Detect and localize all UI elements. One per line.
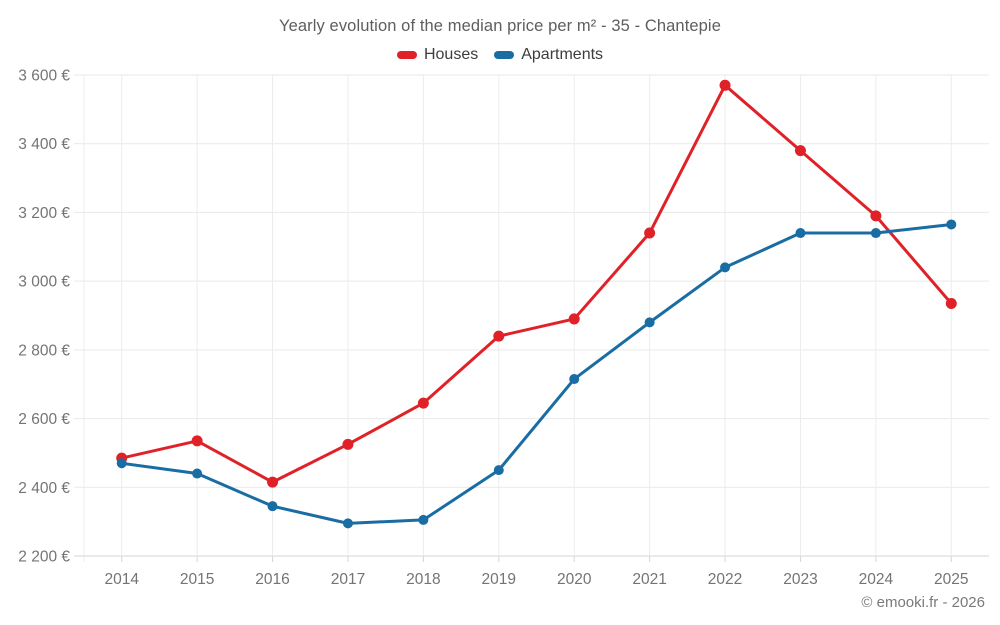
- y-axis-label-2200: 2 200 €: [18, 549, 70, 566]
- point-apartments-2017[interactable]: [342, 518, 353, 529]
- x-axis-label-2023: 2023: [783, 571, 817, 588]
- legend-item-apartments[interactable]: Apartments: [494, 46, 603, 64]
- x-axis-label-2021: 2021: [632, 571, 666, 588]
- point-apartments-2020[interactable]: [569, 374, 580, 385]
- x-axis-label-2016: 2016: [255, 571, 289, 588]
- point-apartments-2019[interactable]: [493, 465, 504, 476]
- x-axis-label-2024: 2024: [859, 571, 894, 588]
- y-axis-label-3600: 3 600 €: [18, 68, 70, 85]
- chart-title: Yearly evolution of the median price per…: [279, 17, 721, 35]
- x-axis-label-2022: 2022: [708, 571, 742, 588]
- point-houses-2023[interactable]: [794, 145, 806, 157]
- x-axis-label-2020: 2020: [557, 571, 592, 588]
- y-axis-label-2600: 2 600 €: [18, 411, 70, 428]
- point-houses-2022[interactable]: [719, 79, 731, 91]
- point-apartments-2018[interactable]: [418, 514, 429, 525]
- line-apartments: [120, 222, 953, 525]
- x-axis-label-2017: 2017: [331, 571, 365, 588]
- x-axis-label-2025: 2025: [934, 571, 968, 588]
- point-apartments-2022[interactable]: [720, 262, 731, 273]
- copyright-text: © emooki.fr - 2026: [861, 594, 985, 611]
- x-axis-label-2019: 2019: [482, 571, 516, 588]
- point-houses-2017[interactable]: [342, 438, 354, 450]
- apartments-series-swatch-icon: [494, 51, 515, 59]
- point-houses-2016[interactable]: [267, 476, 279, 488]
- x-axis-label-2018: 2018: [406, 571, 440, 588]
- point-apartments-2016[interactable]: [267, 501, 278, 512]
- point-houses-2018[interactable]: [417, 397, 429, 409]
- point-apartments-2024[interactable]: [870, 228, 881, 239]
- point-apartments-2015[interactable]: [192, 468, 203, 479]
- point-houses-2020[interactable]: [568, 313, 580, 325]
- legend-label-apartments: Apartments: [521, 46, 604, 63]
- point-houses-2021[interactable]: [644, 227, 656, 239]
- point-houses-2024[interactable]: [870, 210, 882, 222]
- chart-legend: Houses Apartments: [0, 46, 1000, 64]
- point-houses-2019[interactable]: [493, 330, 505, 342]
- legend-label-houses: Houses: [423, 46, 479, 63]
- y-axis-label-3000: 3 000 €: [18, 274, 70, 291]
- y-axis-label-2400: 2 400 €: [18, 480, 70, 497]
- legend-item-houses[interactable]: Houses: [396, 46, 479, 64]
- point-apartments-2023[interactable]: [795, 228, 806, 239]
- point-apartments-2021[interactable]: [644, 317, 655, 328]
- houses-series-swatch-icon: [396, 51, 417, 59]
- point-houses-2025[interactable]: [945, 297, 957, 309]
- y-axis-label-3400: 3 400 €: [18, 136, 70, 153]
- x-axis-label-2015: 2015: [180, 571, 214, 588]
- line-houses: [120, 83, 953, 484]
- x-axis-label-2014: 2014: [104, 571, 139, 588]
- point-apartments-2025[interactable]: [946, 219, 957, 230]
- y-axis-label-3200: 3 200 €: [18, 205, 70, 222]
- point-apartments-2014[interactable]: [116, 458, 127, 469]
- y-axis-label-2800: 2 800 €: [18, 342, 70, 359]
- point-houses-2015[interactable]: [191, 435, 203, 447]
